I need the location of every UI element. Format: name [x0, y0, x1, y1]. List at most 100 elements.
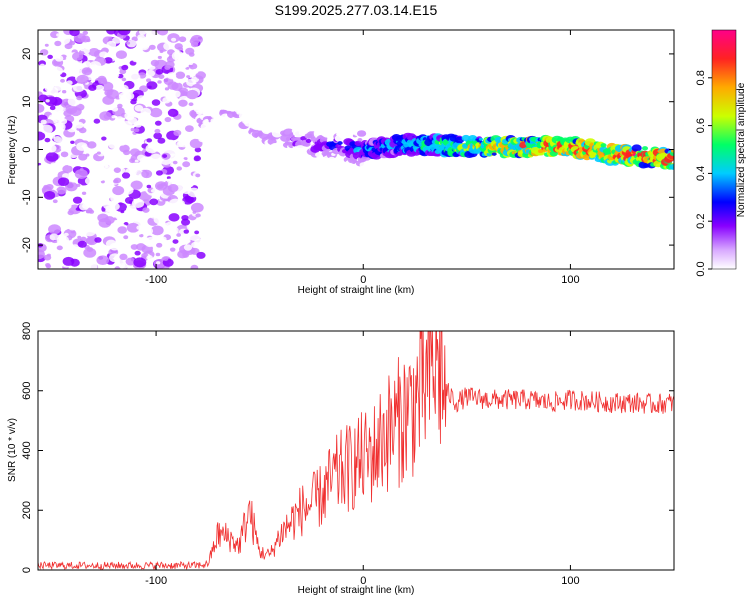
spectrogram-cell	[111, 106, 119, 112]
colorbar-label: Normalized spectral amplitude	[736, 82, 747, 217]
spectrogram-cell	[149, 107, 163, 118]
spectrogram-cell	[62, 256, 75, 266]
spectrogram-cell	[134, 104, 144, 112]
spectrogram-cell	[66, 158, 76, 167]
spectrogram-cell	[49, 255, 63, 266]
spectrogram-cell	[307, 125, 316, 132]
spectrogram-cell	[176, 233, 182, 237]
spectrogram-cell	[167, 184, 179, 193]
spectrogram-cell	[87, 141, 97, 149]
spectrogram-cell	[137, 37, 144, 42]
spectrogram-cell	[109, 253, 121, 263]
spectrogram-cell	[356, 130, 367, 137]
spectrogram-cell	[93, 201, 103, 209]
spectrogram-marks	[38, 30, 674, 269]
spectrogram-cell	[52, 199, 58, 204]
spectrogram-cell	[44, 137, 51, 143]
spectrogram-cell	[185, 125, 194, 133]
spectrogram-cell	[171, 37, 177, 42]
spectrogram-cell	[163, 256, 169, 261]
spectrogram-cell	[56, 33, 61, 37]
spectrogram-cell	[155, 68, 164, 75]
spectrogram-cell	[54, 40, 62, 47]
spectrogram-cell	[38, 239, 45, 244]
spectrogram-cell	[159, 236, 167, 242]
spectrogram-cell	[164, 116, 172, 123]
spectrogram-cell	[150, 189, 156, 193]
spectrogram-cell	[54, 55, 64, 62]
spectrogram-cell	[38, 177, 42, 181]
spectrogram-cell	[130, 166, 138, 172]
y-tick-label: 10	[21, 96, 33, 108]
spectrogram-cell	[641, 146, 649, 151]
spectrogram-cell	[40, 119, 47, 125]
x-tick-label: -100	[145, 575, 167, 587]
spectrogram-cell	[113, 157, 123, 165]
spectrogram-cell	[58, 212, 65, 218]
spectrogram-cell	[79, 168, 84, 172]
spectrogram-cell	[196, 216, 206, 224]
spectrogram-cell	[192, 174, 206, 185]
spectrogram-cell	[142, 226, 154, 236]
spectrogram-cell	[96, 255, 110, 266]
spectrogram-cell	[76, 95, 83, 101]
spectrogram-cell	[133, 257, 147, 268]
spectrogram-cell	[127, 72, 141, 83]
spectrogram-cell	[113, 167, 121, 173]
spectrogram-cell	[186, 75, 191, 79]
spectrogram-cell	[174, 43, 183, 50]
spectrogram-cell	[121, 64, 129, 71]
spectrogram-cell	[112, 185, 125, 196]
spectrogram-cell	[87, 136, 93, 141]
spectrogram-cell	[110, 194, 122, 203]
spectrogram-cell	[256, 148, 265, 155]
spectrogram-cell	[43, 191, 56, 200]
spectrogram-cell	[145, 69, 156, 77]
spectrogram-cell	[141, 169, 153, 179]
colorbar-gradient	[711, 29, 737, 270]
spectrogram-cell	[162, 154, 168, 158]
spectrogram-cell	[149, 198, 159, 206]
colorbar-tick-label: 0.4	[695, 166, 707, 181]
spectrogram-cell	[126, 41, 131, 45]
spectrogram-cell	[175, 79, 181, 84]
spectrogram-cell	[101, 136, 107, 141]
spectrogram-cell	[38, 198, 48, 209]
spectrogram-cell	[127, 107, 133, 111]
spectrogram-cell	[113, 73, 120, 78]
spectrogram-cell	[70, 244, 81, 252]
spectrogram-cell	[188, 102, 194, 107]
spectrogram-cell	[104, 57, 113, 64]
spectrogram-cell	[124, 196, 134, 204]
spectrogram-cell	[167, 108, 179, 118]
spectrogram-cell	[146, 81, 158, 90]
spectrogram-cell	[99, 51, 108, 59]
spectrogram-cell	[659, 152, 667, 158]
spectrogram-cell	[302, 124, 308, 129]
spectrogram-cell	[49, 233, 59, 241]
spectrogram-cell	[77, 240, 87, 248]
spectrogram-cell	[125, 257, 136, 266]
spectrogram-cell	[143, 50, 153, 58]
spectrogram-cell	[67, 210, 74, 216]
colorbar-ticks: 0.0 0.2 0.4 0.6 0.8	[695, 70, 712, 277]
spectrogram-cell	[157, 55, 162, 60]
spectrogram-cell	[45, 99, 50, 103]
spectrogram-cell	[154, 120, 162, 126]
spectrogram-cell	[45, 74, 57, 83]
spectrogram-cell	[163, 222, 168, 227]
spectrogram-cell	[68, 224, 77, 231]
spectrogram-cell	[166, 221, 173, 227]
spectrogram-cell	[98, 123, 110, 132]
spectrogram-cell	[133, 128, 140, 133]
spectrogram-cell	[155, 170, 163, 176]
spectrogram-cell	[196, 251, 206, 259]
spectrogram-cell	[118, 30, 131, 36]
spectrogram-cell	[38, 154, 41, 158]
spectrogram-cell	[237, 102, 247, 110]
spectrogram-cell	[134, 250, 141, 256]
spectrogram-cell	[40, 143, 46, 147]
spectrogram-cell	[70, 140, 75, 144]
spectrogram-cell	[136, 95, 146, 103]
